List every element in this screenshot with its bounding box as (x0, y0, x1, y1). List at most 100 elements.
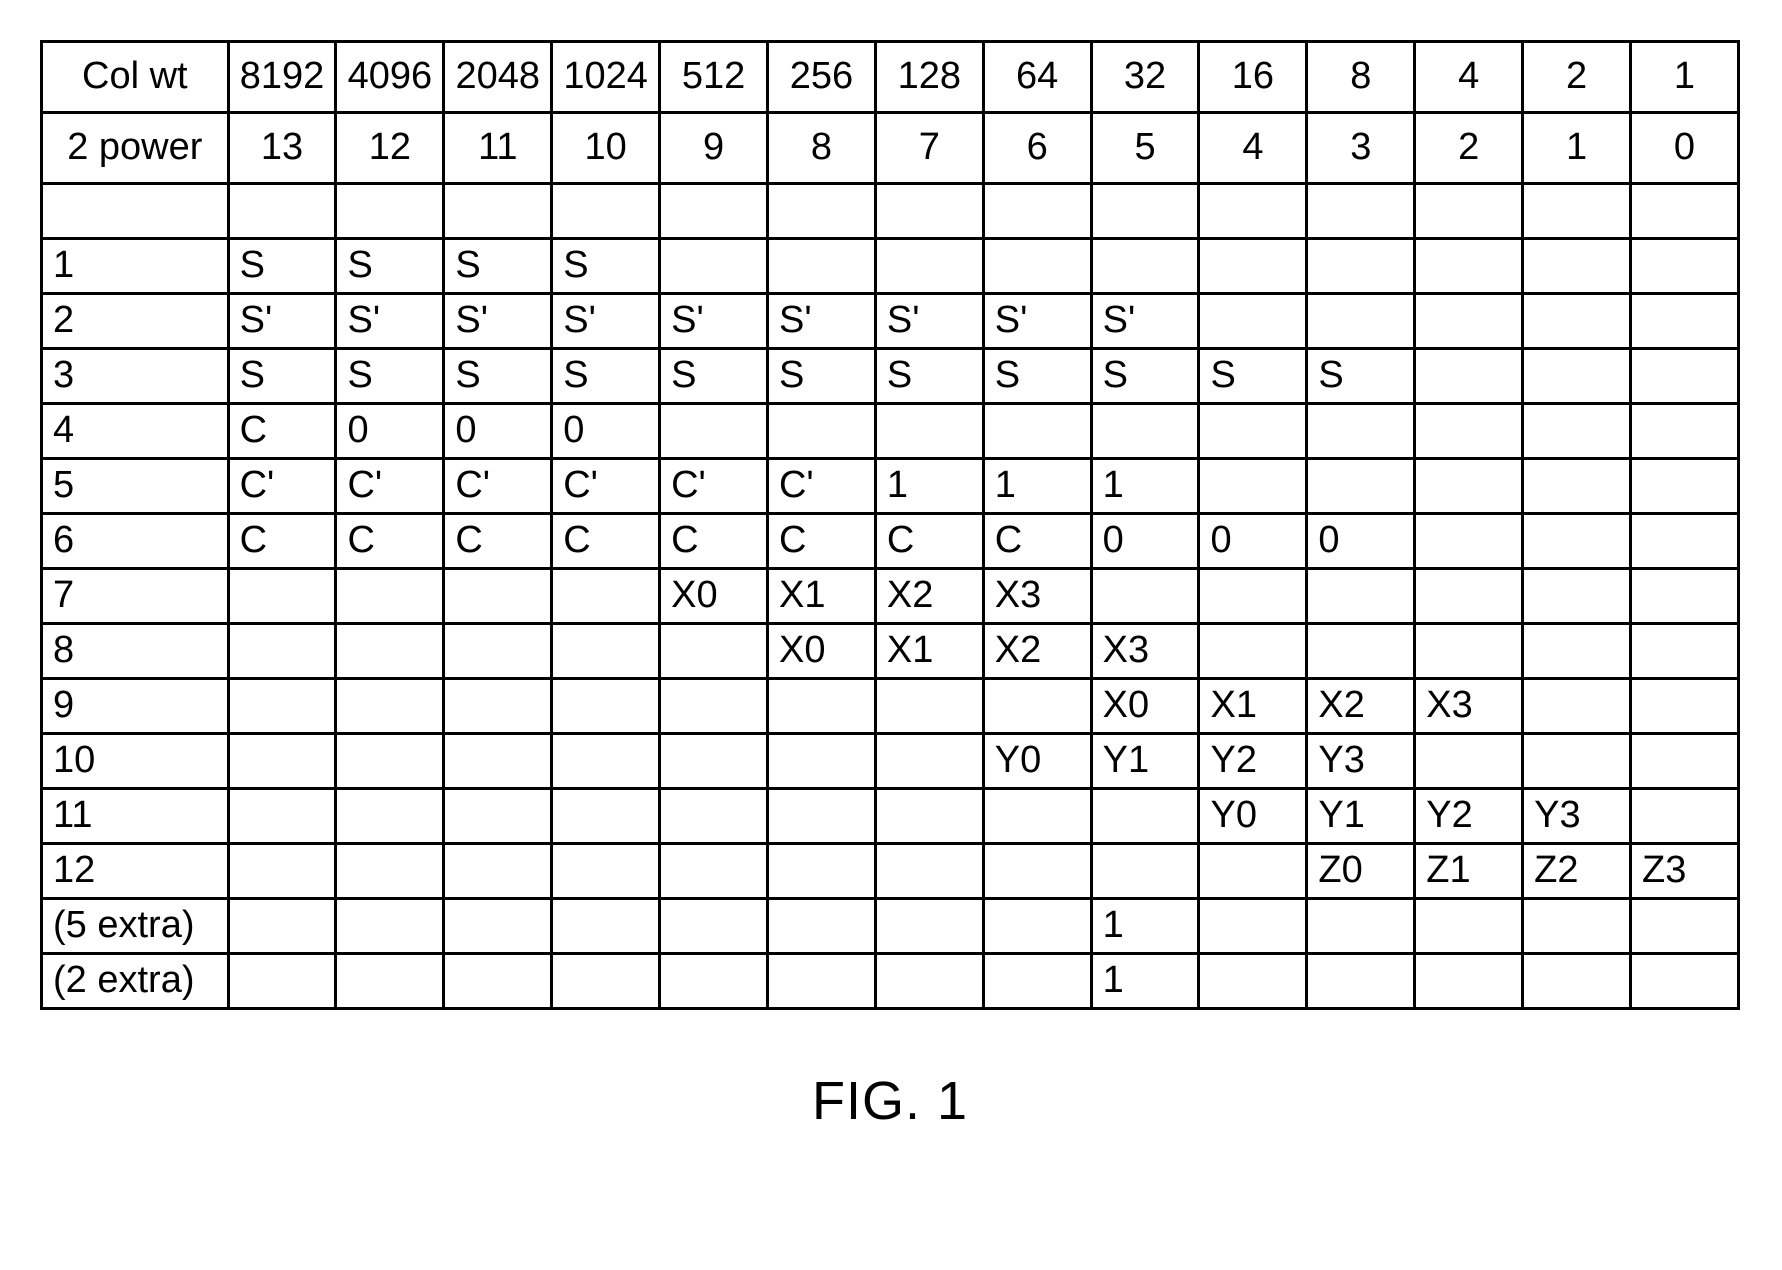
data-cell (228, 954, 336, 1009)
data-cell (767, 789, 875, 844)
data-cell: Y3 (1307, 734, 1415, 789)
data-cell: S' (875, 294, 983, 349)
data-cell (983, 899, 1091, 954)
data-cell (1307, 404, 1415, 459)
data-cell (1307, 624, 1415, 679)
data-cell: S (336, 349, 444, 404)
data-cell (1415, 899, 1523, 954)
data-cell: 2 (1415, 113, 1523, 184)
data-cell: C (228, 514, 336, 569)
data-cell (552, 679, 660, 734)
data-cell (1523, 624, 1631, 679)
data-cell: 0 (1091, 514, 1199, 569)
data-cell: Y0 (983, 734, 1091, 789)
data-cell (660, 734, 768, 789)
data-cell: 256 (767, 42, 875, 113)
data-cell (767, 679, 875, 734)
data-cell: 512 (660, 42, 768, 113)
table-row: 5C'C'C'C'C'C'111 (42, 459, 1739, 514)
data-cell: S (875, 349, 983, 404)
data-cell (228, 844, 336, 899)
data-cell: 4 (1415, 42, 1523, 113)
data-cell (875, 239, 983, 294)
data-cell (1630, 789, 1738, 844)
data-cell: S (1199, 349, 1307, 404)
data-cell (1199, 624, 1307, 679)
data-cell (1523, 679, 1631, 734)
data-cell: 0 (1199, 514, 1307, 569)
data-cell: C' (552, 459, 660, 514)
data-cell (444, 679, 552, 734)
row-label-cell: 9 (42, 679, 229, 734)
data-cell (767, 844, 875, 899)
data-cell: Y1 (1091, 734, 1199, 789)
data-cell: C (444, 514, 552, 569)
data-cell (983, 789, 1091, 844)
data-cell (336, 789, 444, 844)
data-cell (1199, 294, 1307, 349)
data-cell (552, 734, 660, 789)
data-cell: 4 (1199, 113, 1307, 184)
data-cell (983, 954, 1091, 1009)
row-label-cell: 7 (42, 569, 229, 624)
data-cell: 10 (552, 113, 660, 184)
data-cell: C' (444, 459, 552, 514)
data-cell: 1024 (552, 42, 660, 113)
data-cell: S (1307, 349, 1415, 404)
data-cell (660, 954, 768, 1009)
data-cell (1307, 954, 1415, 1009)
data-cell: 1 (1091, 459, 1199, 514)
data-cell: 1 (875, 459, 983, 514)
data-cell (1415, 514, 1523, 569)
data-cell: Z1 (1415, 844, 1523, 899)
data-cell (1523, 514, 1631, 569)
data-cell (1630, 624, 1738, 679)
table-row (42, 184, 1739, 239)
data-cell (1091, 569, 1199, 624)
data-cell (444, 734, 552, 789)
row-label-cell: 10 (42, 734, 229, 789)
data-cell (1523, 294, 1631, 349)
row-label-cell: (5 extra) (42, 899, 229, 954)
data-cell: S' (660, 294, 768, 349)
data-cell: X1 (767, 569, 875, 624)
bit-weight-table: Col wt8192409620481024512256128643216842… (40, 40, 1740, 1010)
data-cell: X1 (1199, 679, 1307, 734)
data-cell (1199, 954, 1307, 1009)
data-cell (1091, 184, 1199, 239)
data-cell: 5 (1091, 113, 1199, 184)
data-cell (1091, 789, 1199, 844)
data-cell: 0 (444, 404, 552, 459)
data-cell (875, 789, 983, 844)
data-cell (983, 844, 1091, 899)
data-cell (1523, 899, 1631, 954)
data-cell (552, 184, 660, 239)
data-cell (1199, 899, 1307, 954)
data-cell (1091, 844, 1199, 899)
table-header-row: 2 power131211109876543210 (42, 113, 1739, 184)
table-row: 4C000 (42, 404, 1739, 459)
data-cell (1630, 679, 1738, 734)
data-cell: 32 (1091, 42, 1199, 113)
data-cell: 3 (1307, 113, 1415, 184)
data-cell: 0 (1307, 514, 1415, 569)
data-cell: S (660, 349, 768, 404)
data-cell (336, 624, 444, 679)
data-cell: C' (228, 459, 336, 514)
table-row: 3SSSSSSSSSSS (42, 349, 1739, 404)
data-cell (552, 954, 660, 1009)
row-label-cell: 2 (42, 294, 229, 349)
data-cell (983, 679, 1091, 734)
data-cell (1307, 294, 1415, 349)
data-cell: X3 (983, 569, 1091, 624)
data-cell (660, 184, 768, 239)
data-cell: S (444, 349, 552, 404)
row-label-cell: 3 (42, 349, 229, 404)
data-cell: 1 (1091, 899, 1199, 954)
data-cell: 0 (336, 404, 444, 459)
data-cell (1415, 294, 1523, 349)
table-row: 2S'S'S'S'S'S'S'S'S' (42, 294, 1739, 349)
data-cell (228, 734, 336, 789)
data-cell: Z0 (1307, 844, 1415, 899)
data-cell (875, 954, 983, 1009)
